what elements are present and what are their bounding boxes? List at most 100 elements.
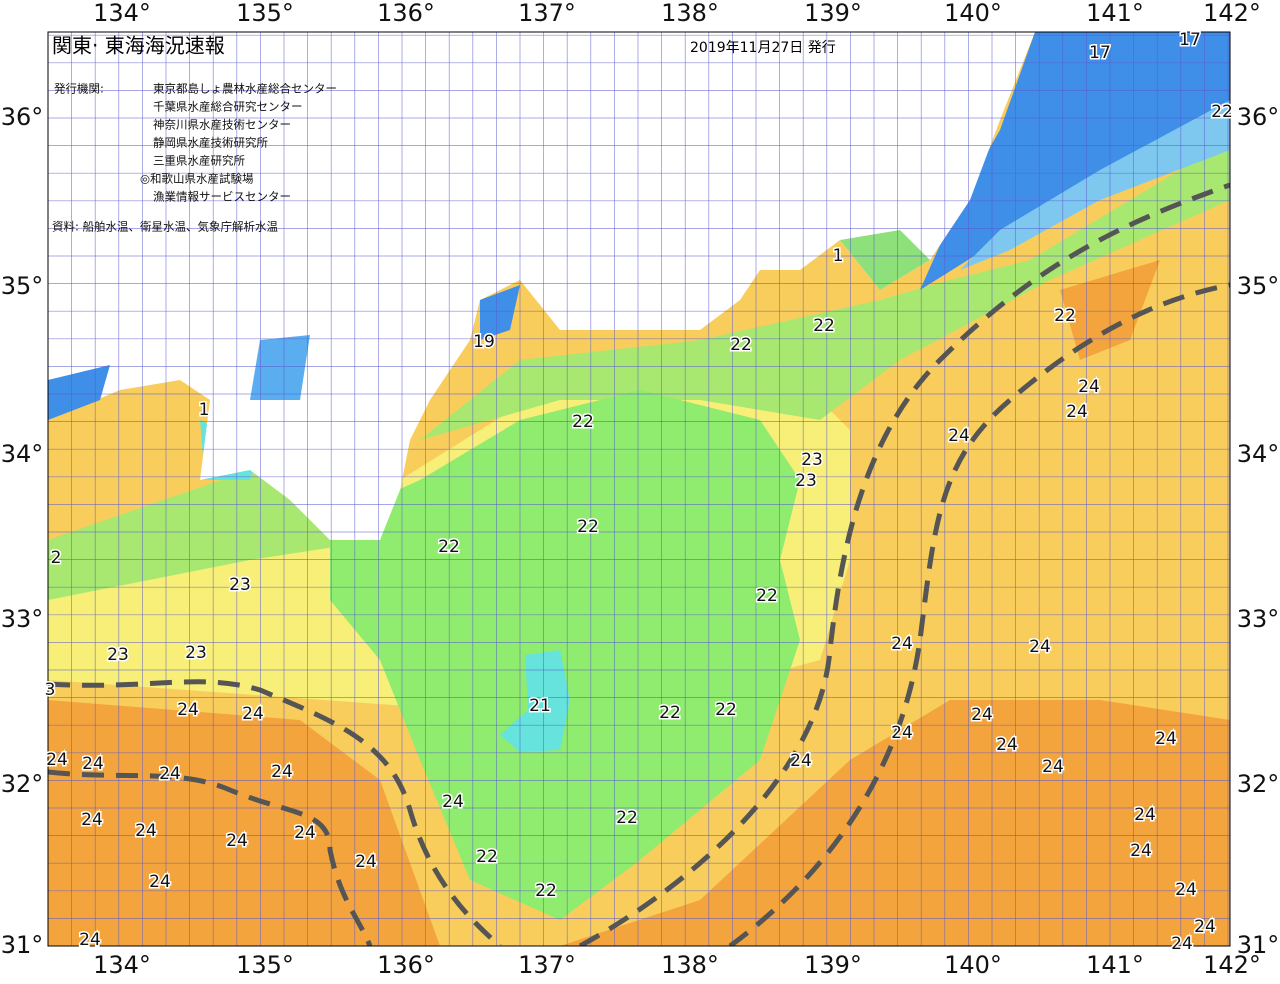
issuer: 静岡県水産技術研究所 (153, 136, 268, 150)
contour-label: 22 (535, 881, 557, 901)
map-frame (47, 31, 1231, 947)
latitude-label: 36° (1237, 103, 1280, 131)
contour-label: 17 (1179, 30, 1201, 50)
title: 関東· 東海海況速報 (52, 34, 225, 58)
contour-label: 23 (229, 575, 251, 595)
contour-label: 24 (82, 754, 104, 774)
contour-label: 19 (473, 332, 495, 352)
contour-label: 24 (790, 751, 812, 771)
contour-label: 24 (1134, 805, 1156, 825)
contour-label: 23 (185, 643, 207, 663)
latitude-label: 33° (1237, 605, 1280, 633)
contour-label: 24 (135, 821, 157, 841)
latitude-label: 33° (1, 605, 44, 633)
contour-label: 24 (1155, 729, 1177, 749)
contour-label: 1 (833, 246, 844, 266)
contour-label: 21 (529, 696, 551, 716)
contour-label: 22 (1054, 306, 1076, 326)
contour-label: 24 (226, 831, 248, 851)
latitude-label: 32° (1237, 770, 1280, 798)
contour-label: 24 (442, 792, 464, 812)
issue-date: 2019年11月27日 発行 (690, 40, 836, 56)
contour-label: 22 (1211, 102, 1233, 122)
kuroshio-axis (48, 182, 1230, 946)
latitude-label: 31° (1237, 931, 1280, 959)
longitude-label: 139° (804, 0, 862, 27)
latitude-label: 32° (1, 770, 44, 798)
contour-label: 24 (177, 700, 199, 720)
issuer: 漁業情報サービスセンター (153, 190, 291, 204)
contour-label: 24 (891, 634, 913, 654)
contour-label: 22 (659, 703, 681, 723)
contour-label: 24 (81, 810, 103, 830)
contour-label: 2 (51, 548, 62, 568)
contour-label: 24 (242, 704, 264, 724)
contour-label: 24 (159, 764, 181, 784)
contour-label: 23 (107, 645, 129, 665)
issuer: 神奈川県水産技術センター (153, 118, 291, 132)
longitude-label: 138° (661, 951, 719, 979)
latitude-label: 35° (1, 272, 44, 300)
latitude-label: 35° (1237, 272, 1280, 300)
latitude-label: 34° (1, 440, 44, 468)
contour-label: 22 (572, 412, 594, 432)
issuer: 三重県水産研究所 (153, 154, 245, 168)
contour-label: 24 (971, 705, 993, 725)
contour-label: 24 (1042, 757, 1064, 777)
latitude-label: 31° (1, 931, 44, 959)
contour-label: 23 (801, 450, 823, 470)
contour-label: 24 (1175, 880, 1197, 900)
longitude-label: 136° (377, 951, 435, 979)
contour-label: 24 (149, 872, 171, 892)
longitude-label: 140° (944, 951, 1002, 979)
contour-label: 24 (79, 930, 101, 950)
contour-label: 24 (948, 426, 970, 446)
contour-label: 24 (294, 823, 316, 843)
contour-label: 17 (1089, 43, 1111, 63)
longitude-label: 142° (1203, 0, 1261, 27)
longitude-label: 135° (236, 951, 294, 979)
issuer: ◎和歌山県水産試験場 (140, 172, 254, 186)
contour-label: 24 (355, 852, 377, 872)
contour-label: 24 (1194, 917, 1216, 937)
longitude-label: 141° (1086, 0, 1144, 27)
contour-label: 24 (46, 750, 68, 770)
longitude-label: 140° (944, 0, 1002, 27)
longitude-label: 138° (661, 0, 719, 27)
contour-label: 24 (1130, 841, 1152, 861)
contour-label: 22 (616, 808, 638, 828)
grid (48, 32, 1230, 946)
contour-label: 24 (1171, 934, 1193, 954)
contour-label: 22 (476, 847, 498, 867)
latitude-label: 34° (1237, 440, 1280, 468)
longitude-label: 134° (93, 0, 151, 27)
contour-label: 3 (45, 680, 56, 700)
longitude-label: 137° (518, 951, 576, 979)
contour-label: 24 (891, 723, 913, 743)
issuers-label: 発行機関: (54, 82, 104, 96)
contour-label: 24 (996, 735, 1018, 755)
contour-label: 22 (577, 517, 599, 537)
contour-label: 23 (795, 471, 817, 491)
longitude-label: 139° (804, 951, 862, 979)
contour-label: 24 (1066, 402, 1088, 422)
contour-label: 24 (1078, 377, 1100, 397)
contour-label: 24 (271, 762, 293, 782)
longitude-label: 134° (93, 951, 151, 979)
contour-label: 22 (715, 700, 737, 720)
longitude-label: 136° (377, 0, 435, 27)
contour-label: 22 (438, 537, 460, 557)
contour-label: 22 (813, 316, 835, 336)
latitude-label: 36° (1, 103, 44, 131)
longitude-label: 135° (236, 0, 294, 27)
issuer: 千葉県水産総合研究センター (153, 100, 303, 114)
sst-field (48, 32, 1230, 946)
source: 資料: 船舶水温、衛星水温、気象庁解析水温 (52, 220, 279, 234)
contour-label: 24 (1029, 637, 1051, 657)
contour-label: 22 (730, 335, 752, 355)
longitude-label: 141° (1086, 951, 1144, 979)
contour-label: 22 (756, 586, 778, 606)
issuer: 東京都島しょ農林水産総合センター (153, 82, 337, 96)
